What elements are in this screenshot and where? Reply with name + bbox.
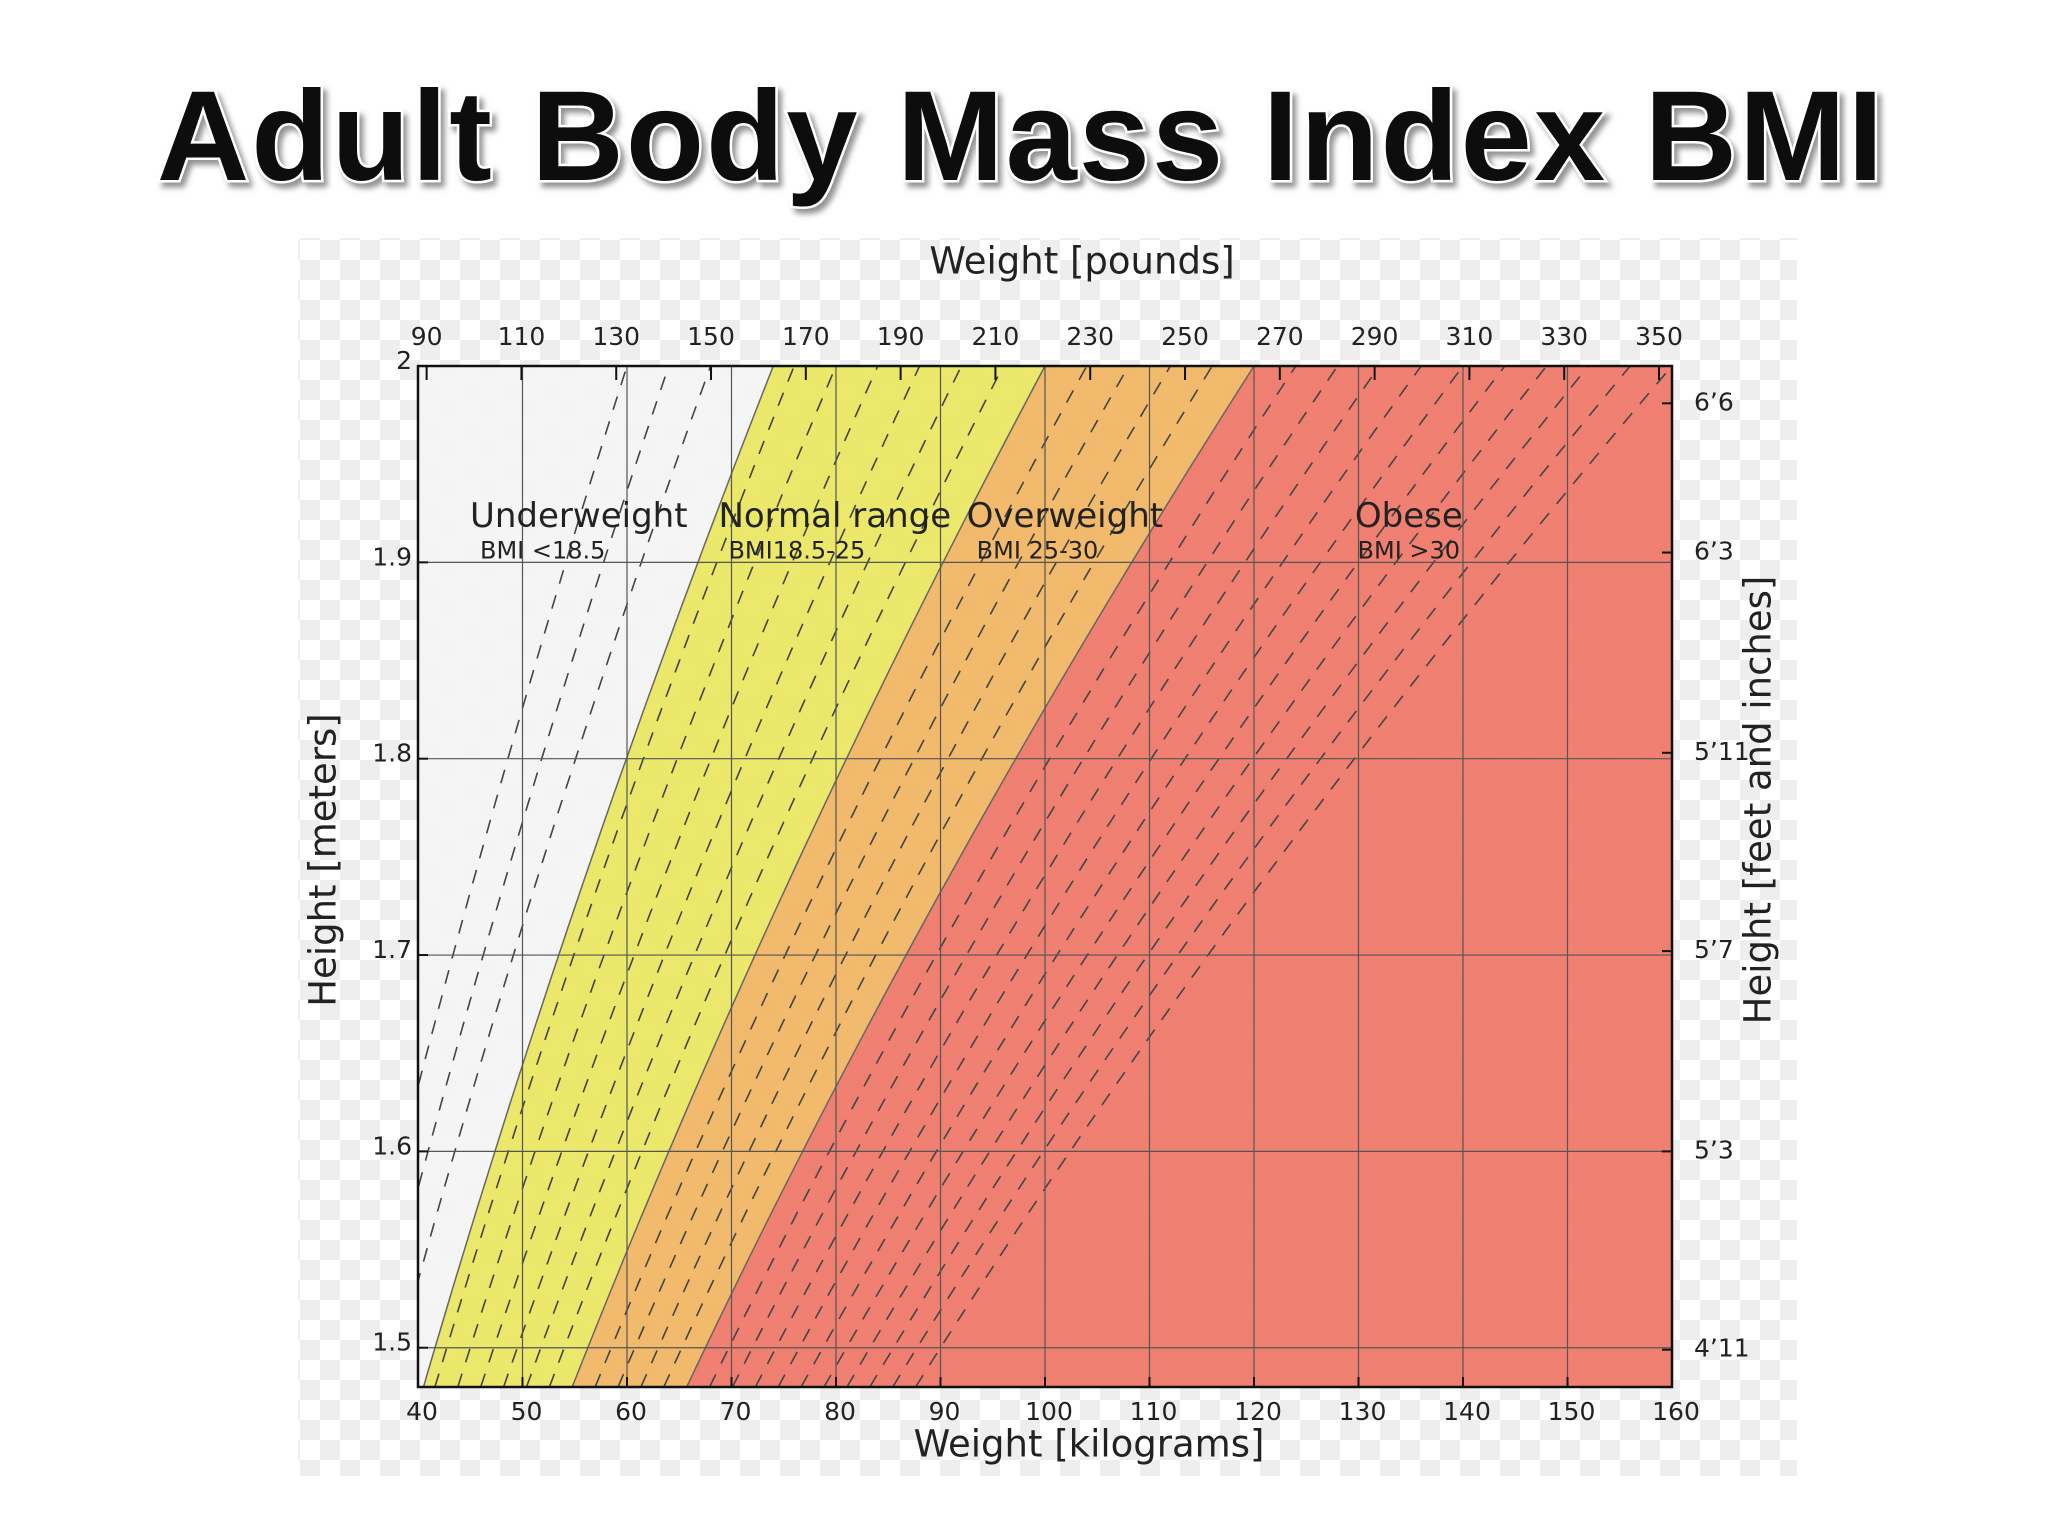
- x2-axis-title: Weight [pounds]: [929, 240, 1234, 283]
- y-tick-label: 1.9: [372, 542, 412, 571]
- bmi-isoline: [640, 366, 1172, 1387]
- x2-tick-label: 330: [1540, 322, 1588, 351]
- x2-tick-label: 130: [592, 322, 640, 351]
- x-tick-label: 150: [1548, 1397, 1596, 1426]
- bmi-isoline: [617, 366, 1130, 1387]
- x2-tick-label: 90: [411, 322, 443, 351]
- x-tick-label: 160: [1652, 1397, 1700, 1426]
- y2-axis-title: Height [feet and inches]: [1737, 576, 1780, 1025]
- y2-tick-label: 5’11: [1694, 737, 1750, 766]
- y-tick-label: 1.7: [372, 935, 412, 964]
- x-tick-label: 70: [720, 1397, 752, 1426]
- bmi-isoline: [594, 366, 1088, 1387]
- y-tick-label: 1.6: [372, 1131, 412, 1160]
- x-axis-title: Weight [kilograms]: [914, 1423, 1265, 1466]
- bmi-isoline: [525, 366, 963, 1387]
- zone: [572, 366, 1254, 1387]
- bmi-isoline: [708, 366, 1297, 1387]
- zone-boundary: [422, 366, 774, 1387]
- y-axis-title: Height [meters]: [302, 713, 345, 1007]
- y-tick-label: 2: [396, 346, 412, 375]
- bmi-isoline: [663, 366, 1213, 1387]
- x-tick-label: 120: [1234, 1397, 1282, 1426]
- zone-note: BMI 25-30: [977, 537, 1099, 565]
- bmi-isoline: [846, 366, 1548, 1387]
- x-tick-label: 50: [511, 1397, 543, 1426]
- x2-tick-label: 230: [1066, 322, 1114, 351]
- y2-tick-label: 6’3: [1694, 537, 1734, 566]
- y-tick-label: 1.5: [372, 1328, 412, 1357]
- bmi-isoline: [548, 366, 1004, 1387]
- y2-tick-label: 5’3: [1694, 1135, 1734, 1164]
- x2-tick-label: 270: [1256, 322, 1304, 351]
- plot-area: [418, 366, 1672, 1387]
- x2-tick-label: 190: [877, 322, 925, 351]
- x2-tick-label: 150: [687, 322, 735, 351]
- bmi-isoline: [479, 366, 879, 1387]
- bmi-isoline: [418, 366, 628, 1090]
- x-tick-label: 100: [1025, 1397, 1073, 1426]
- zone-name: Obese: [1355, 496, 1463, 536]
- bmi-isoline: [418, 366, 712, 1284]
- y2-tick-label: 4’11: [1694, 1334, 1750, 1363]
- x-tick-label: 90: [929, 1397, 961, 1426]
- x-tick-label: 40: [406, 1397, 438, 1426]
- zone-note: BMI >30: [1358, 537, 1461, 565]
- bmi-isoline: [914, 366, 1672, 1387]
- x2-tick-label: 350: [1635, 322, 1683, 351]
- zone-name: Overweight: [967, 496, 1163, 536]
- x-tick-label: 130: [1339, 1397, 1387, 1426]
- bmi-isoline: [502, 366, 921, 1387]
- bmi-isoline: [731, 366, 1339, 1387]
- bmi-isoline: [754, 366, 1381, 1387]
- bmi-isoline: [777, 366, 1422, 1387]
- bmi-isoline: [418, 366, 670, 1192]
- zone: [686, 366, 1672, 1387]
- zone-name: Normal range: [718, 496, 951, 536]
- zone: [423, 366, 1045, 1387]
- bmi-isoline: [869, 366, 1590, 1387]
- x2-tick-label: 250: [1161, 322, 1209, 351]
- zone-boundary: [571, 366, 1046, 1387]
- y-tick-label: 1.8: [372, 739, 412, 768]
- y2-tick-label: 5’7: [1694, 935, 1734, 964]
- x2-tick-label: 110: [498, 322, 546, 351]
- bmi-isoline: [800, 366, 1464, 1387]
- x2-tick-label: 170: [782, 322, 830, 351]
- x2-tick-label: 290: [1351, 322, 1399, 351]
- y2-tick-label: 6’6: [1694, 387, 1734, 416]
- chart-title: Adult Body Mass Index BMI: [157, 65, 1885, 208]
- bmi-isoline: [892, 366, 1631, 1387]
- x-tick-label: 110: [1130, 1397, 1178, 1426]
- x-tick-label: 80: [824, 1397, 856, 1426]
- x2-tick-label: 310: [1446, 322, 1494, 351]
- zone-boundary: [686, 366, 1255, 1387]
- x-tick-label: 60: [615, 1397, 647, 1426]
- bmi-isoline: [823, 366, 1506, 1387]
- zone-name: Underweight: [470, 496, 688, 536]
- zone-note: BMI18.5-25: [728, 537, 865, 565]
- zone: [418, 366, 774, 1387]
- x-tick-label: 140: [1443, 1397, 1491, 1426]
- zone-note: BMI <18.5: [480, 537, 605, 565]
- x2-tick-label: 210: [972, 322, 1020, 351]
